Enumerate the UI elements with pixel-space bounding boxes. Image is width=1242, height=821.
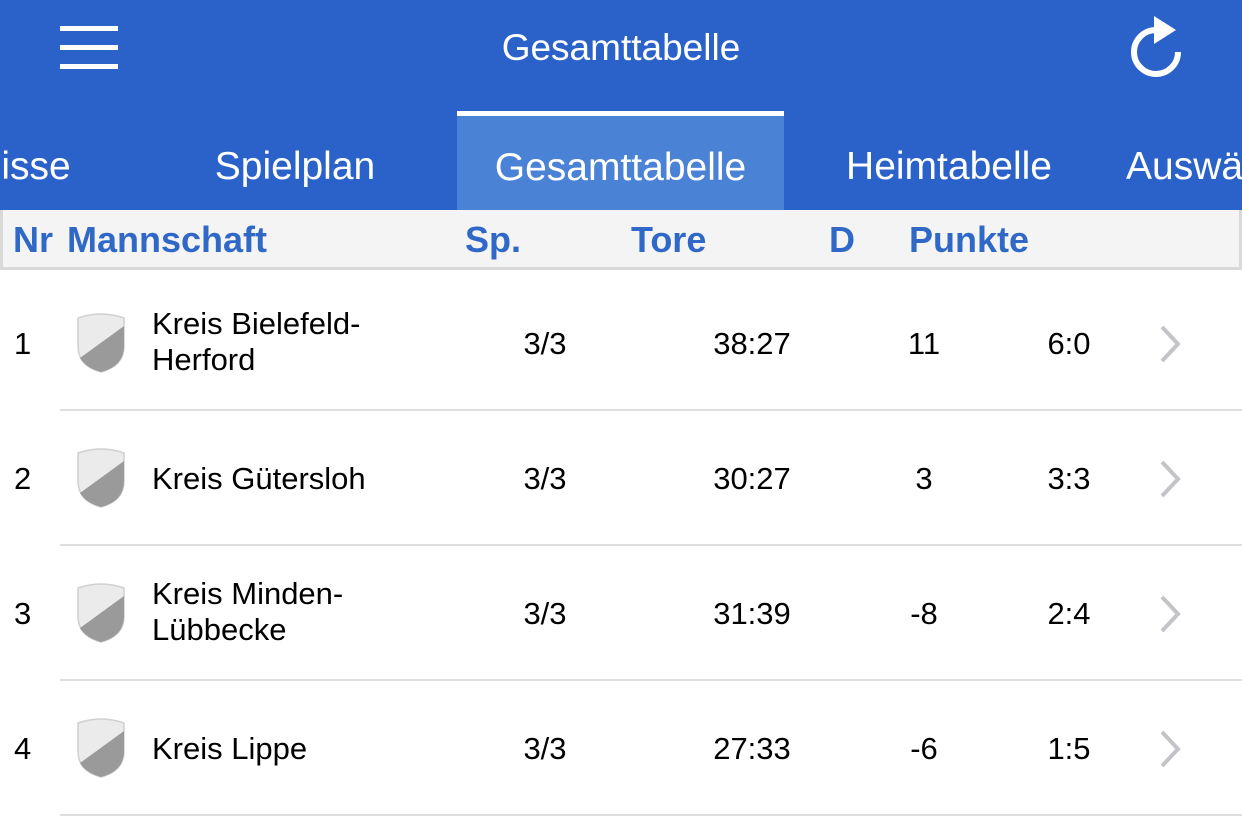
goals: 31:39 [713,596,791,631]
goals: 38:27 [713,326,791,361]
app-header: Gesamttabelle isse Spielplan Gesamttabel… [0,0,1242,210]
tab-ergebnisse[interactable]: isse [1,145,71,188]
goal-difference: -6 [910,731,938,766]
points: 3:3 [1047,461,1091,496]
header-diff: D [829,219,855,260]
table-header: Nr Mannschaft Sp. Tore D Punkte [0,210,1242,270]
header-team: Mannschaft [67,219,268,260]
page-title: Gesamttabelle [501,27,741,68]
team-name: Kreis Bielefeld- Herford [152,306,361,377]
row-divider [60,679,1242,681]
rank-number: 1 [14,326,32,361]
header-nr: Nr [13,219,54,260]
table-row[interactable]: 3 Kreis Minden- Lübbecke 3/3 31:39 -8 2:4 [0,546,1242,681]
team-crest-icon [77,583,125,643]
row-divider [60,544,1242,546]
chevron-right-icon[interactable] [1156,458,1184,500]
goals: 27:33 [713,731,791,766]
games-played: 3/3 [523,731,567,766]
goal-difference: 3 [915,461,933,496]
row-divider [60,409,1242,411]
tab-gesamttabelle[interactable]: Gesamttabelle [457,111,784,210]
points: 1:5 [1047,731,1091,766]
goal-difference: -8 [910,596,938,631]
team-crest-icon [77,718,125,778]
games-played: 3/3 [523,326,567,361]
table-row[interactable]: 1 Kreis Bielefeld- Herford 3/3 38:27 11 6:0 [0,276,1242,411]
tab-bar: isse Spielplan Gesamttabelle Heimtabelle… [0,111,1242,210]
goal-difference: 11 [907,326,941,361]
chevron-right-icon[interactable] [1156,593,1184,635]
team-crest-icon [77,448,125,508]
team-name: Kreis Lippe [152,731,308,766]
goals: 30:27 [713,461,791,496]
row-divider [60,814,1242,816]
points: 6:0 [1047,326,1091,361]
hamburger-menu-icon[interactable] [60,26,118,70]
tab-spielplan[interactable]: Spielplan [214,145,376,188]
team-crest-icon [77,313,125,373]
chevron-right-icon[interactable] [1156,728,1184,770]
points: 2:4 [1047,596,1091,631]
table-row[interactable]: 2 Kreis Gütersloh 3/3 30:27 3 3:3 [0,411,1242,546]
header-sp: Sp. [465,219,522,260]
tab-heimtabelle[interactable]: Heimtabelle [846,145,1052,188]
rank-number: 3 [14,596,32,631]
team-name: Kreis Minden- Lübbecke [152,576,344,647]
rank-number: 2 [14,461,32,496]
chevron-right-icon[interactable] [1156,323,1184,365]
rank-number: 4 [14,731,32,766]
team-name: Kreis Gütersloh [152,461,366,496]
tab-auswaertstabelle[interactable]: Auswä [1126,145,1242,188]
games-played: 3/3 [523,461,567,496]
refresh-icon[interactable] [1124,12,1188,82]
header-tore: Tore [631,219,707,260]
table-row[interactable]: 4 Kreis Lippe 3/3 27:33 -6 1:5 [0,681,1242,816]
games-played: 3/3 [523,596,567,631]
header-punkte: Punkte [909,219,1030,260]
